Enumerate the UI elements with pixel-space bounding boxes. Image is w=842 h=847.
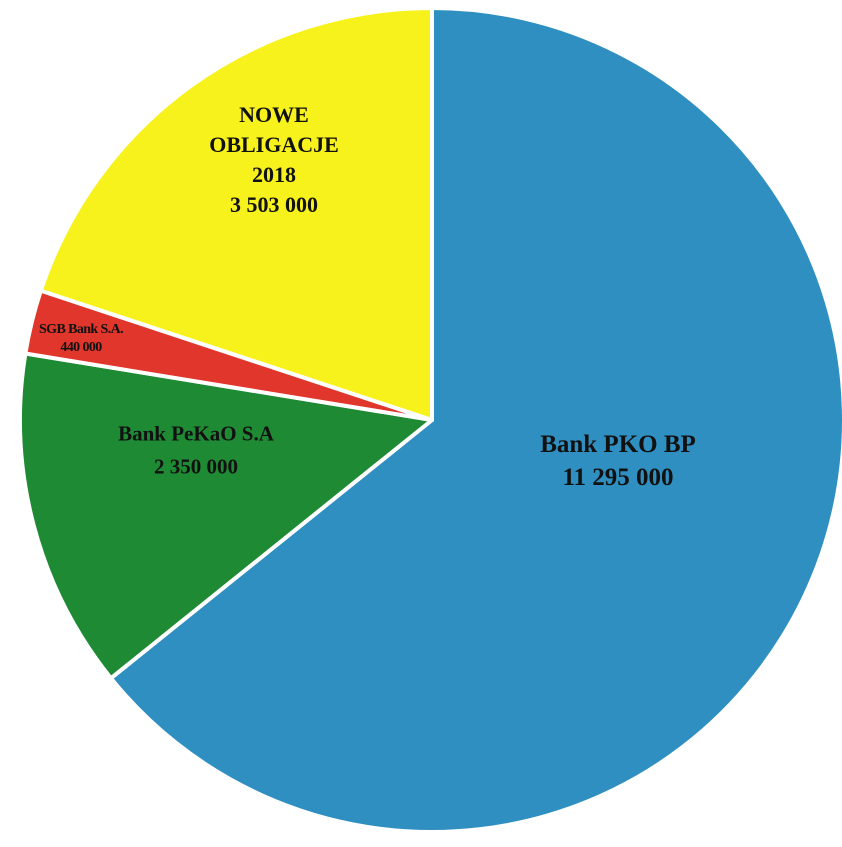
pie-name-label: Bank PeKaO S.A — [118, 421, 275, 445]
pie-name-label: OBLIGACJE — [209, 132, 339, 157]
pie-label-sgb-bank: SGB Bank S.A. 440 000 — [39, 322, 123, 355]
pie-slice-bank-pko-bp — [108, 6, 842, 834]
pie-value-label: 440 000 — [60, 340, 102, 355]
pie-name-label: Bank PKO BP — [540, 431, 696, 458]
pie-name-label: SGB Bank S.A. — [39, 322, 123, 337]
pie-slice-nowe-obligacje — [38, 6, 434, 422]
pie-slices — [18, 6, 842, 834]
pie-label-bank-pekao: Bank PeKaO S.A 2 350 000 — [118, 421, 275, 478]
pie-value-label: 2 350 000 — [154, 454, 238, 478]
pie-value-label: 3 503 000 — [230, 192, 318, 217]
pie-label-nowe-obligacje: NOWE OBLIGACJE 2018 3 503 000 — [209, 102, 339, 217]
pie-value-label: 11 295 000 — [562, 464, 673, 491]
pie-slice-bank-pekao — [18, 351, 434, 681]
pie-name-label: NOWE — [239, 102, 309, 127]
pie-name-label: 2018 — [252, 162, 296, 187]
pie-labels: Bank PKO BP 11 295 000 Bank PeKaO S.A 2 350… — [39, 102, 696, 491]
pie-label-bank-pko-bp: Bank PKO BP 11 295 000 — [540, 431, 696, 491]
